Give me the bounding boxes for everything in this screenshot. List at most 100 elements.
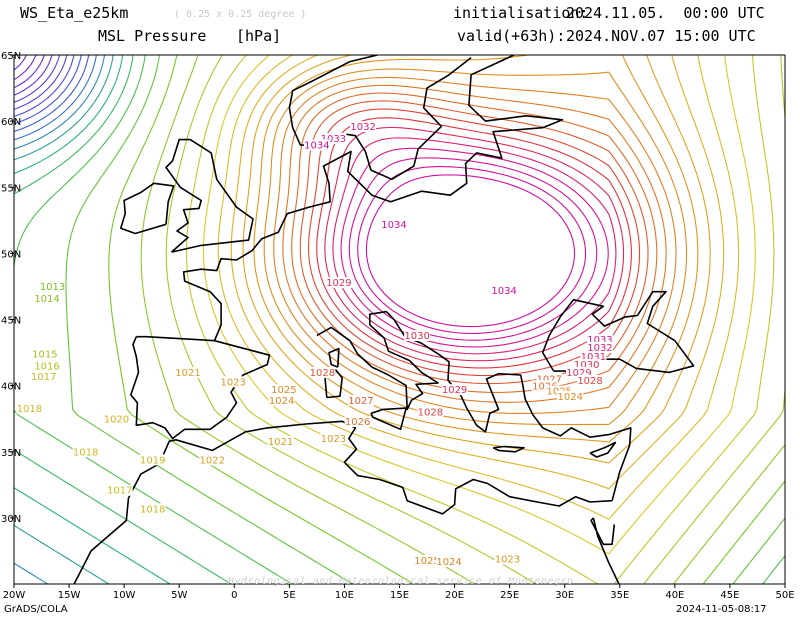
isobar-label: 1016: [34, 361, 59, 372]
isobar-line: [202, 55, 756, 555]
isobar-label-bg: [270, 384, 297, 396]
isobar-line: [14, 55, 75, 118]
isobar-layer: [14, 55, 785, 584]
coastline: [130, 335, 271, 440]
isobar-line: [14, 55, 785, 584]
isobar-label: 1017: [107, 486, 132, 497]
isobar-label-bg: [586, 341, 613, 353]
isobar-line: [365, 174, 576, 328]
isobar-label: 1024: [557, 392, 582, 403]
isobar-label-bg: [16, 402, 43, 414]
lon-tick-label: 0: [231, 590, 237, 600]
isobar-label-bg: [267, 435, 294, 447]
isobar-label: 1020: [104, 414, 129, 425]
isobar-line: [14, 55, 232, 584]
isobar-label: 1032: [587, 343, 612, 354]
isobar-line: [217, 55, 740, 520]
coastline: [316, 310, 439, 411]
isobar-line: [357, 166, 587, 334]
isobar-label: 1033: [587, 335, 612, 346]
lon-tick-label: 5E: [283, 590, 296, 600]
isobar-label: 1034: [304, 141, 329, 152]
isobar-line: [108, 55, 785, 584]
isobar-label-layer: 1013101410151016101710181018101810171019…: [16, 121, 613, 568]
coastline: [120, 182, 175, 235]
isobar-label: 1018: [73, 447, 98, 458]
isobar-label: 1026: [345, 417, 370, 428]
isobar-label: 1027: [537, 375, 562, 386]
isobar-line: [14, 55, 53, 96]
coastline: [590, 517, 616, 546]
coastline: [385, 311, 632, 501]
isobar-label-bg: [106, 484, 133, 496]
isobar-label: 1031: [581, 352, 606, 363]
isobar-label-bg: [320, 132, 347, 144]
isobar-label-bg: [404, 330, 431, 342]
isobar-label: 1029: [442, 385, 467, 396]
coastline: [541, 290, 695, 374]
isobar-line: [263, 68, 688, 426]
isobar-label: 1014: [34, 294, 59, 305]
isobar-label: 1027: [348, 396, 373, 407]
coastline: [592, 517, 620, 584]
isobar-label: 1032: [350, 122, 375, 133]
lon-tick-label: 40E: [665, 590, 684, 600]
isobar-label-bg: [566, 367, 593, 379]
isobar-label-bg: [309, 367, 336, 379]
isobar-label: 1019: [140, 455, 165, 466]
isobar-line: [340, 147, 609, 348]
isobar-label-bg: [34, 292, 61, 304]
isobar-label-bg: [39, 281, 66, 293]
lat-tick-label: 50N: [1, 249, 21, 260]
isobar-label-bg: [139, 454, 166, 466]
coastline: [165, 138, 254, 253]
isobar-line: [140, 55, 785, 584]
isobar-label-bg: [347, 394, 374, 406]
isobar-label: 1029: [566, 368, 591, 379]
isobar-label: 1034: [491, 286, 516, 297]
isobar-label: 1024: [269, 396, 294, 407]
valid-value: 2024.NOV.07 15:00 UTC: [566, 27, 756, 45]
isobar-line: [14, 55, 90, 133]
model-name: WS_Eta_e25km: [20, 4, 129, 22]
isobar-line: [14, 55, 27, 71]
coastline: [288, 55, 378, 171]
isobar-label: 1025: [414, 556, 439, 567]
isobar-line: [273, 76, 677, 414]
isobar-label: 1026: [532, 381, 557, 392]
lon-tick-label: 5W: [171, 590, 187, 600]
isobar-label-bg: [436, 556, 463, 568]
isobar-label: 1028: [418, 408, 443, 419]
isobar-label: 1015: [32, 350, 57, 361]
resolution-label: ( 0.25 x 0.25 degree ): [174, 9, 307, 20]
lon-tick-label: 20W: [3, 590, 26, 600]
watermark: Hydrological and Meteorological service …: [228, 576, 574, 587]
isobar-label-bg: [325, 277, 352, 289]
coastline: [492, 445, 525, 453]
isobar-line: [14, 55, 82, 125]
isobar-label-bg: [441, 384, 468, 396]
init-label: initialisation:: [453, 4, 589, 22]
isobar-line: [14, 55, 171, 584]
isobar-label-bg: [199, 454, 226, 466]
isobar-label-bg: [303, 139, 330, 151]
isobar-label: 1021: [175, 368, 200, 379]
lat-tick-label: 65N: [1, 51, 21, 62]
isobar-label: 1030: [574, 360, 599, 371]
lat-tick-label: 40N: [1, 382, 21, 393]
coastline: [182, 55, 564, 342]
axis-ticks: 20W 15W 10W 5W 0 5E 10E 15E 20E 25E 30E 35E 40E 45E 50…: [1, 51, 795, 600]
isobar-label: 1023: [495, 555, 520, 566]
lat-tick-label: 30N: [1, 514, 21, 525]
lat-tick-label: 60N: [1, 117, 21, 128]
lon-tick-label: 15E: [390, 590, 409, 600]
isobar-label-bg: [573, 359, 600, 371]
isobar-line: [14, 55, 37, 81]
isobar-label-bg: [380, 218, 407, 230]
isobar-label-bg: [491, 285, 518, 297]
coastline: [73, 420, 613, 584]
lon-tick-label: 25E: [500, 590, 519, 600]
coastline: [370, 407, 407, 431]
isobar-label: 1033: [321, 134, 346, 145]
isobar-label-bg: [175, 367, 202, 379]
